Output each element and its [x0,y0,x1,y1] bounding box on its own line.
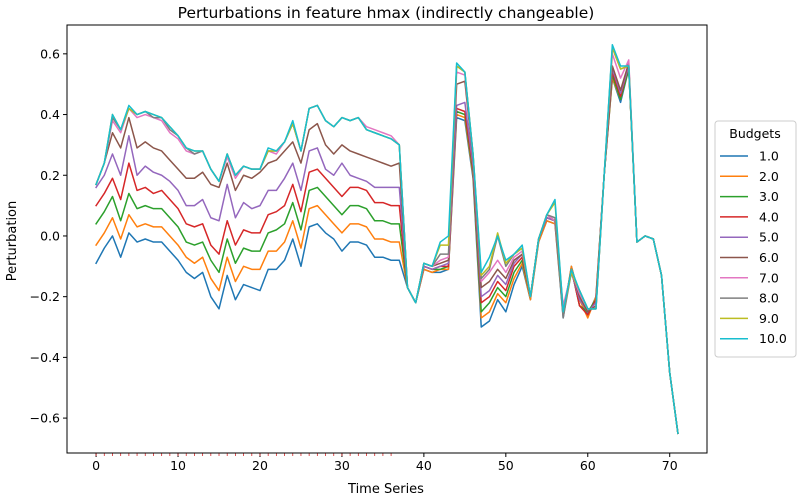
y-tick-label: 0.6 [40,46,60,61]
tick-marks [63,53,671,457]
x-tick-label: 70 [662,458,678,473]
x-tick-label: 40 [416,458,432,473]
legend-label: 6.0 [759,250,779,265]
y-tick-label: 0.2 [40,168,60,183]
x-tick-label: 20 [252,458,268,473]
series-lines [95,43,679,435]
legend-entry: 2.0 [720,169,779,184]
chart-title: Perturbations in feature hmax (indirectl… [178,4,595,22]
legend-label: 10.0 [759,331,787,346]
y-tick-label: −0.4 [30,350,60,365]
legend-label: 8.0 [759,291,779,306]
x-tick-label: 50 [498,458,514,473]
legend-label: 4.0 [759,209,779,224]
series-line-10-0 [95,43,679,435]
legend-entry: 5.0 [720,230,779,245]
legend-title: Budgets [729,126,780,141]
legend-entry: 4.0 [720,209,779,224]
legend-entry: 7.0 [720,270,779,285]
x-tick-label: 0 [92,458,100,473]
series-line-5-0 [95,65,679,435]
y-axis-label: Perturbation [5,201,20,282]
x-tick-labels: 0 10 20 30 40 50 60 70 [92,458,678,473]
legend-label: 5.0 [759,230,779,245]
x-axis-label: Time Series [347,482,424,497]
series-line-6-0 [95,62,679,435]
legend-entry: 3.0 [720,189,779,204]
legend-label: 2.0 [759,169,779,184]
y-tick-label: 0.4 [40,107,60,122]
legend-label: 7.0 [759,270,779,285]
legend-entry: 8.0 [720,291,779,306]
legend-label: 3.0 [759,189,779,204]
y-tick-label: −0.6 [30,411,60,426]
legend-entry: 10.0 [720,331,787,346]
x-tick-label: 60 [580,458,596,473]
x-tick-label: 30 [334,458,350,473]
y-tick-label: −0.2 [30,289,60,304]
y-tick-labels: −0.6 −0.4 −0.2 0.0 0.2 0.4 0.6 [30,46,60,425]
x-tick-label: 10 [170,458,186,473]
plot-area-frame [66,24,708,454]
legend-entry: 6.0 [720,250,779,265]
legend-entries: 1.0 2.0 3.0 4.0 5.0 6.0 7.0 8.0 9.0 10.0 [720,149,787,346]
legend-entry: 1.0 [720,149,779,164]
series-line-4-0 [95,65,679,435]
y-tick-label: 0.0 [40,228,60,243]
legend-entry: 9.0 [720,311,779,326]
legend-label: 9.0 [759,311,779,326]
legend: Budgets 1.0 2.0 3.0 4.0 5.0 6.0 7.0 8.0 9.0 10.0 [714,120,797,358]
legend-label: 1.0 [759,149,779,164]
